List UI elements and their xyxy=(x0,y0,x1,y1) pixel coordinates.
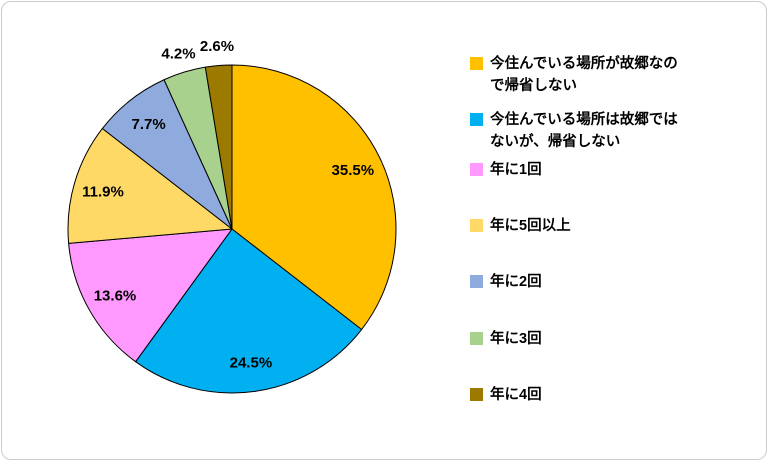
legend-label: 年に3回 xyxy=(490,331,542,347)
legend-item-5: 年に2回 xyxy=(470,271,542,293)
slice-percent-label: 7.7% xyxy=(131,116,165,133)
legend-item-4: 年に5回以上 xyxy=(470,215,571,237)
slice-percent-label: 24.5% xyxy=(230,354,273,371)
legend-item-3: 年に1回 xyxy=(470,159,542,181)
legend-item-1: 今住んでいる場所が故郷なの で帰省しない xyxy=(470,53,678,97)
slice-percent-label: 11.9% xyxy=(82,183,124,200)
slice-percent-label: 35.5% xyxy=(332,162,375,179)
slice-percent-label: 4.2% xyxy=(161,46,195,63)
pie-slice-3 xyxy=(68,228,233,363)
legend-swatch xyxy=(470,113,483,126)
chart-legend: 今住んでいる場所が故郷なの で帰省しない 今住んでいる場所は故郷では ないが、帰省… xyxy=(470,0,762,461)
legend-label: 年に4回 xyxy=(490,387,542,403)
legend-swatch xyxy=(470,163,483,176)
legend-label: 年に5回以上 xyxy=(490,218,571,234)
slice-percent-label: 2.6% xyxy=(200,38,234,55)
legend-label: 今住んでいる場所が故郷なの で帰省しない xyxy=(490,56,678,94)
pie-slice-1 xyxy=(231,64,397,331)
legend-item-7: 年に4回 xyxy=(470,384,542,406)
legend-label: 今住んでいる場所は故郷では ないが、帰省しない xyxy=(490,112,678,150)
pie-chart: 35.5% 24.5% 13.6% 11.9% 7.7% 4.2% 2.6% xyxy=(67,38,397,394)
legend-swatch xyxy=(470,219,483,232)
legend-swatch xyxy=(470,332,483,345)
pie-slice-2 xyxy=(135,228,363,394)
pie-slice-4 xyxy=(67,127,233,244)
pie-slice-7 xyxy=(204,64,233,230)
legend-swatch xyxy=(470,388,483,401)
legend-swatch xyxy=(470,275,483,288)
legend-swatch xyxy=(470,57,483,70)
legend-item-2: 今住んでいる場所は故郷では ないが、帰省しない xyxy=(470,109,678,153)
legend-label: 年に1回 xyxy=(490,162,542,178)
slice-percent-label: 13.6% xyxy=(94,288,137,305)
legend-label: 年に2回 xyxy=(490,274,542,290)
legend-item-6: 年に3回 xyxy=(470,328,542,350)
